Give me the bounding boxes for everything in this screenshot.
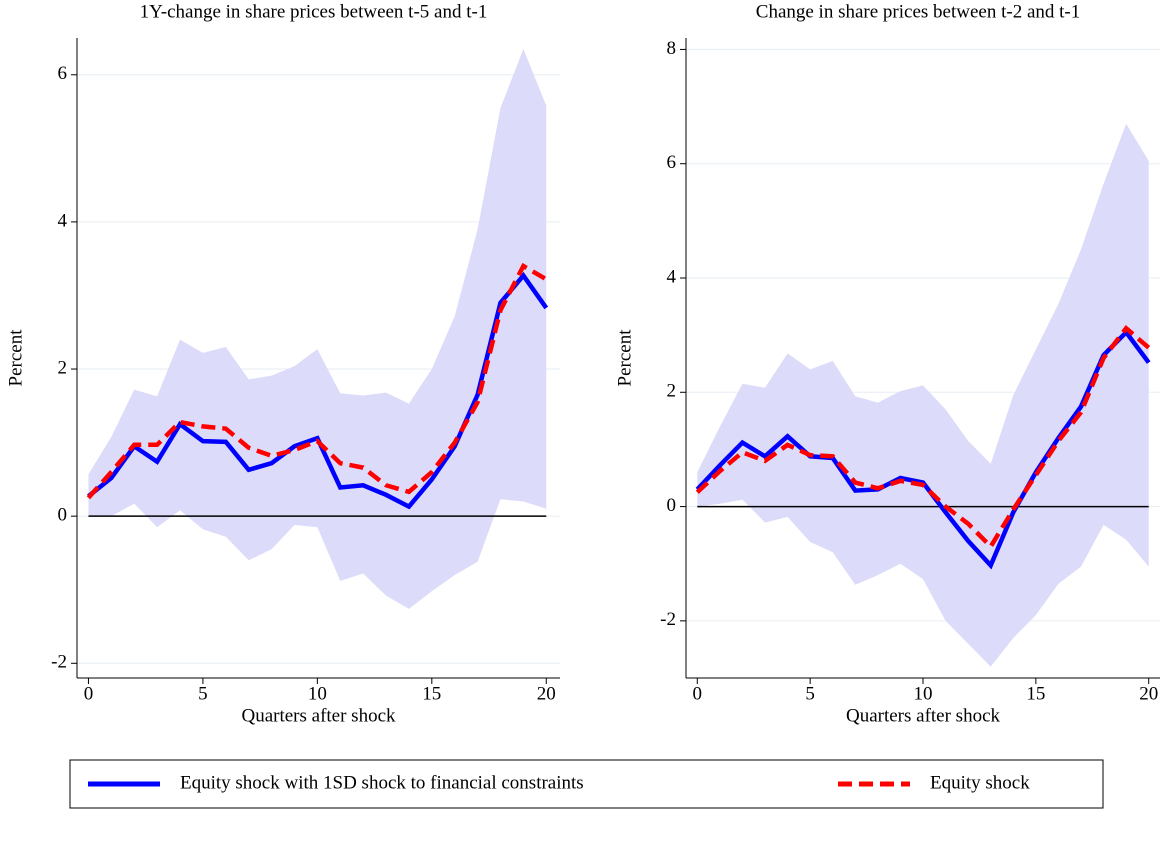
y-tick-label: 0 xyxy=(58,505,68,526)
x-tick-label: 5 xyxy=(198,683,208,704)
y-tick-label: -2 xyxy=(660,609,676,630)
x-tick-label: 15 xyxy=(422,683,441,704)
x-tick-label: 15 xyxy=(1026,683,1045,704)
chart-title: Change in share prices between t-2 and t… xyxy=(756,1,1080,22)
x-tick-label: 10 xyxy=(914,683,933,704)
x-tick-label: 20 xyxy=(537,683,556,704)
y-tick-label: 4 xyxy=(667,266,677,287)
y-tick-label: 0 xyxy=(667,495,677,516)
y-tick-label: -2 xyxy=(51,652,67,673)
legend-label: Equity shock xyxy=(930,772,1030,793)
y-tick-label: 2 xyxy=(58,357,68,378)
y-tick-label: 2 xyxy=(667,381,677,402)
chart-title: 1Y-change in share prices between t-5 an… xyxy=(140,1,488,22)
x-tick-label: 0 xyxy=(84,683,94,704)
y-tick-label: 8 xyxy=(667,38,677,59)
y-axis-label: Percent xyxy=(614,329,635,387)
y-axis-label: Percent xyxy=(5,329,26,387)
y-tick-label: 6 xyxy=(58,63,68,84)
x-tick-label: 0 xyxy=(693,683,703,704)
legend-label: Equity shock with 1SD shock to financial… xyxy=(180,772,584,793)
x-tick-label: 5 xyxy=(805,683,815,704)
series-line xyxy=(695,328,1151,570)
x-tick-label: 20 xyxy=(1139,683,1158,704)
legend-box xyxy=(69,759,1104,809)
y-tick-label: 6 xyxy=(667,152,677,173)
x-tick-label: 10 xyxy=(308,683,327,704)
confidence-band xyxy=(88,49,547,609)
x-axis-label: Quarters after shock xyxy=(241,705,396,726)
x-axis-label: Quarters after shock xyxy=(846,705,1001,726)
confidence-band xyxy=(697,123,1149,667)
series-line xyxy=(695,325,1151,551)
y-tick-label: 4 xyxy=(58,210,68,231)
series-line xyxy=(86,262,548,500)
